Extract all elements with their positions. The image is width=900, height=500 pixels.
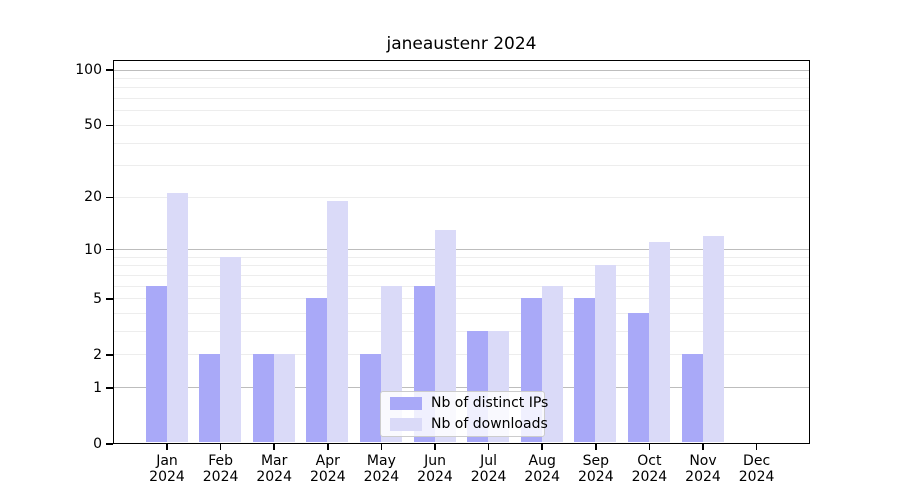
x-tick-dec [755, 444, 758, 450]
gridline-2 [114, 354, 809, 356]
x-tick-may [380, 444, 383, 450]
x-tick-oct [648, 444, 651, 450]
bar-ips-mar [252, 354, 274, 442]
plot-area [113, 60, 810, 444]
x-tick-label-feb: Feb 2024 [202, 453, 239, 485]
gridline-6 [114, 285, 809, 287]
bar-downloads-mar [273, 354, 295, 442]
legend-item-downloads: Nb of downloads [390, 417, 548, 432]
y-tick-label-100: 100 [75, 62, 102, 78]
y-tick-100 [106, 69, 113, 71]
bar-downloads-apr [327, 200, 349, 442]
y-tick-10 [106, 248, 113, 251]
legend-swatch-distinct-ips [390, 397, 422, 410]
y-axis: 100 50 20 10 5 2 1 0 [0, 0, 113, 500]
bar-ips-may [359, 354, 381, 442]
x-tick-jun [434, 444, 436, 450]
chart-title: janeaustenr 2024 [386, 34, 537, 54]
bar-downloads-feb [220, 256, 242, 442]
gridline-90 [114, 77, 809, 79]
legend-label-downloads: Nb of downloads [431, 416, 548, 432]
x-tick-label-may: May 2024 [363, 453, 400, 485]
bar-downloads-jun [434, 229, 456, 442]
gridline-70 [114, 98, 809, 100]
x-tick-label-apr: Apr 2024 [309, 453, 346, 485]
bar-downloads-sep [595, 265, 617, 442]
legend: Nb of distinct IPs Nb of downloads [380, 391, 548, 437]
bar-ips-sep [574, 298, 596, 442]
gridline-50 [114, 124, 809, 126]
gridline-60 [114, 110, 809, 112]
gridline-3 [114, 331, 809, 333]
x-tick-jul [487, 444, 490, 450]
gridline-20 [114, 196, 809, 198]
bar-ips-apr [306, 298, 328, 442]
x-tick-aug [541, 444, 543, 450]
x-tick-label-mar: Mar 2024 [256, 453, 292, 485]
bar-downloads-jan [166, 193, 188, 442]
bar-ips-oct [627, 313, 649, 442]
x-tick-mar [273, 444, 275, 450]
y-tick-label-20: 20 [84, 189, 102, 206]
y-tick-50 [106, 124, 113, 127]
y-tick-label-1: 1 [93, 379, 102, 396]
x-tick-sep [595, 444, 597, 450]
gridline-40 [114, 142, 809, 144]
gridline-100 [114, 69, 809, 71]
bar-downloads-nov [702, 235, 724, 442]
x-tick-jan [166, 444, 168, 450]
legend-swatch-downloads [390, 418, 422, 431]
y-tick-1 [106, 387, 113, 389]
y-tick-label-0: 0 [93, 436, 102, 452]
gridline-5 [114, 298, 809, 300]
bar-ips-jan [145, 285, 167, 442]
bar-downloads-aug [541, 285, 563, 442]
y-tick-5 [106, 298, 113, 300]
x-tick-nov [702, 444, 704, 450]
gridline-7 [114, 274, 809, 276]
x-axis: Jan 2024 Feb 2024 Mar 2024 Apr 2024 May 2024 Jun 20… [0, 444, 900, 500]
x-tick-label-sep: Sep 2024 [577, 453, 614, 485]
bar-downloads-oct [648, 242, 670, 442]
gridline-9 [114, 256, 809, 258]
y-tick-label-50: 50 [84, 117, 102, 134]
legend-label-distinct-ips: Nb of distinct IPs [431, 395, 549, 411]
y-tick-2 [106, 354, 113, 356]
x-tick-feb [219, 444, 222, 450]
x-tick-apr [327, 444, 329, 450]
y-tick-label-10: 10 [84, 241, 102, 258]
bar-ips-nov [681, 354, 703, 442]
bar-ips-feb [199, 354, 221, 442]
x-tick-label-jun: Jun 2024 [417, 453, 453, 485]
x-tick-label-dec: Dec 2024 [738, 453, 775, 485]
y-tick-label-2: 2 [93, 346, 102, 363]
legend-item-distinct-ips: Nb of distinct IPs [390, 396, 548, 411]
gridline-80 [114, 87, 809, 89]
x-tick-label-oct: Oct 2024 [631, 453, 668, 485]
x-tick-label-aug: Aug 2024 [524, 453, 560, 485]
x-tick-label-jul: Jul 2024 [470, 453, 507, 485]
gridline-8 [114, 265, 809, 267]
x-tick-label-jan: Jan 2024 [149, 453, 185, 485]
gridline-30 [114, 165, 809, 167]
gridline-1 [114, 387, 809, 389]
y-tick-0 [106, 443, 113, 445]
x-tick-label-nov: Nov 2024 [685, 453, 721, 485]
y-tick-label-5: 5 [93, 290, 102, 307]
y-tick-20 [106, 196, 113, 199]
gridline-4 [114, 313, 809, 315]
gridline-10 [114, 249, 809, 251]
